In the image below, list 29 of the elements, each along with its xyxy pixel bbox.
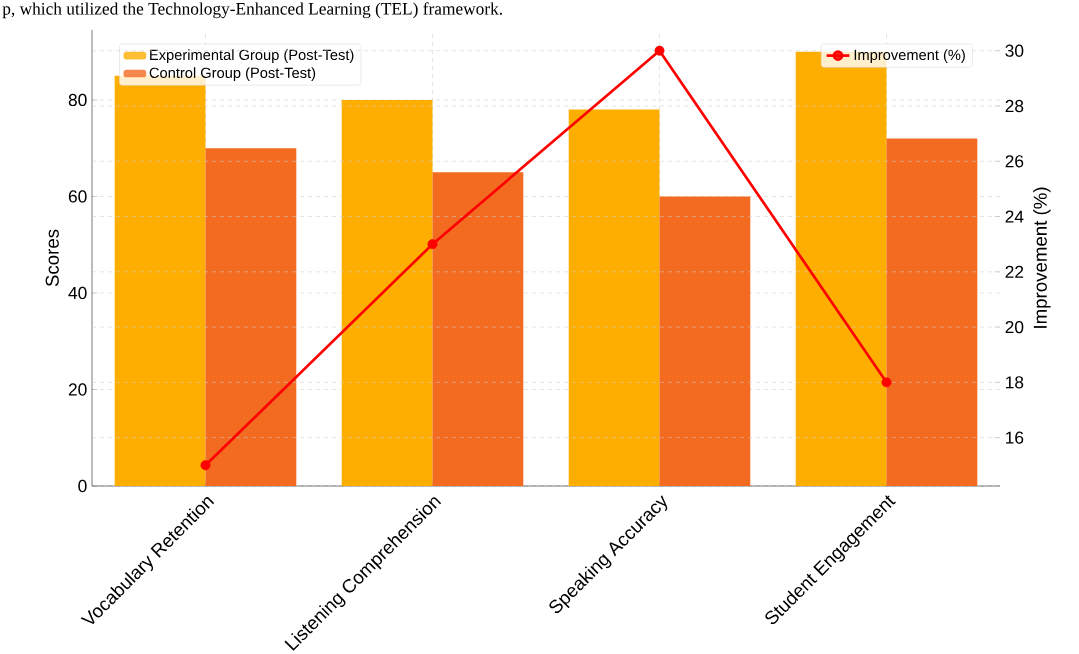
- point: [200, 460, 211, 471]
- point: [427, 239, 438, 250]
- y-tick-label: 40: [68, 286, 87, 300]
- bar: [341, 99, 433, 486]
- bar: [205, 148, 297, 486]
- y2-tick-label: 20: [1005, 320, 1024, 334]
- bar: [886, 138, 978, 486]
- legend-label: Improvement (%): [854, 49, 965, 63]
- point: [881, 377, 892, 388]
- legend-label: Experimental Group (Post-Test): [150, 49, 354, 63]
- y2-tick-label: 24: [1005, 210, 1024, 223]
- bar: [432, 172, 524, 486]
- y2-tick-label: 28: [1005, 99, 1024, 113]
- y2-tick-label: 16: [1006, 431, 1024, 444]
- y2-tick-label: 22: [1005, 265, 1024, 278]
- text: p, which utilized the Technology-Enhanced Learning (TEL) framework.: [2, 2, 502, 19]
- y2-tick-label: 30: [1005, 44, 1024, 57]
- y-tick-label: 0: [78, 479, 87, 493]
- y2-axis-title: Improvement (%): [1033, 187, 1051, 328]
- y2-tick-label: 26: [1005, 155, 1024, 168]
- legend-label: Control Group (Post-Test): [149, 67, 316, 81]
- point: [654, 45, 665, 56]
- y-tick-label: 60: [68, 190, 87, 203]
- bar: [568, 109, 660, 486]
- y-axis-title: Scores: [45, 229, 59, 287]
- y2-tick-label: 18: [1006, 376, 1024, 389]
- bar: [659, 196, 751, 486]
- y-tick-label: 20: [68, 383, 87, 396]
- y-tick-label: 80: [68, 93, 87, 107]
